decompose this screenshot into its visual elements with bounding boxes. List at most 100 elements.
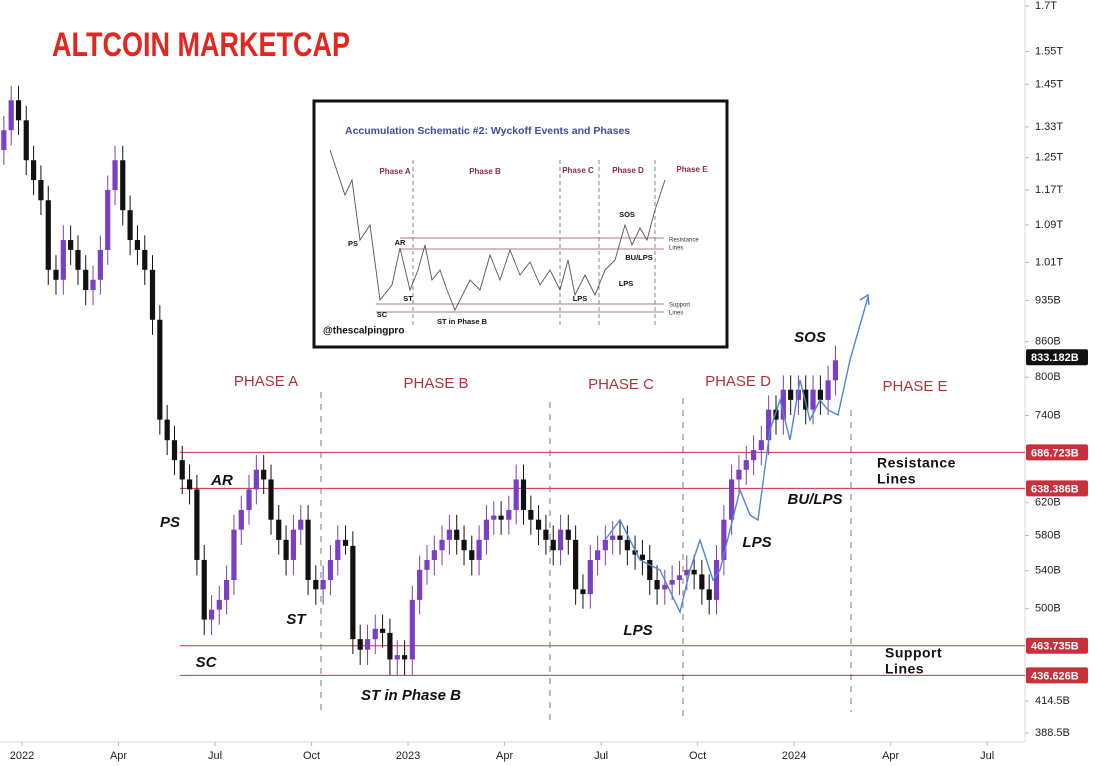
candle-body [238,509,244,530]
candle-body [654,579,660,590]
x-tick-label: Oct [689,750,706,762]
inset-event: ST [403,294,413,303]
inset-event: LPS [573,294,588,303]
candle-body [595,550,601,560]
candle-body [476,539,482,560]
inset-event: SC [377,310,388,319]
y-tick-label: 500B [1035,603,1061,615]
inset-schematic: Accumulation Schematic #2: Wyckoff Event… [312,99,729,349]
candle-body [53,269,59,280]
y-tick-label: 414.5B [1035,695,1070,707]
candle-body [290,529,297,560]
level-badge-label: 436.626B [1031,670,1079,682]
candle-body [201,559,207,620]
event-label: PS [160,514,180,531]
y-tick-label: 860B [1035,336,1061,348]
inset-phase: Phase C [562,166,594,175]
candle-body [276,519,282,540]
candle-body [224,579,230,600]
candle-body [149,269,156,320]
inset-phase: Phase A [379,167,410,176]
candle-body [387,632,393,660]
x-tick-label: Jul [208,750,222,762]
candle-body [610,535,616,540]
note-label: Support [885,645,942,661]
candle-body [461,539,467,551]
candle-body [587,559,593,595]
candle-body [439,539,445,551]
candle-body [469,550,475,560]
level-badge [1026,637,1088,654]
inset-levels [376,237,664,313]
candle-body [825,380,831,400]
inset-event: ST in Phase B [437,317,488,326]
last-price-label: 833.182B [1031,352,1079,364]
candle-body [120,160,126,211]
chart-title: ALTCOIN MARKETCAP [52,26,350,64]
candle-body [364,639,371,650]
phase-label: PHASE D [705,373,771,390]
candle-body [446,529,452,540]
candle-body [208,609,215,620]
y-tick-label: 935B [1035,294,1061,306]
event-label: ST [286,611,307,628]
candle-body [134,240,141,250]
candle-body [498,515,504,520]
event-label: SOS [794,329,826,346]
x-tick-label: Jul [980,750,994,762]
y-tick-label: 1.45T [1035,78,1063,90]
candle-body [401,655,408,660]
candle-body [766,409,772,441]
level-badge-label: 463.735B [1031,641,1079,653]
candle-body [320,579,326,590]
candle-body [535,519,542,530]
candle-body [68,240,74,250]
candle-body [758,440,764,451]
phase-label: PHASE A [234,373,298,390]
x-tick-label: Oct [303,750,320,762]
candle-body [803,389,809,410]
y-tick-label: 1.25T [1035,151,1063,163]
candle-body [142,249,148,270]
x-tick-label: 2022 [10,750,34,762]
candle-body [372,628,378,640]
y-tick-label: 740B [1035,410,1061,422]
x-tick-label: Apr [496,750,513,762]
note-label: Resistance [877,455,956,471]
candle-body [327,559,334,580]
inset-handle: @thescalpingpro [323,326,404,337]
candle-body [342,539,349,546]
candle-body [38,180,44,201]
candle-body [520,479,527,510]
candle-body [112,160,118,191]
candle-body [335,539,341,560]
y-tick-label: 580B [1035,529,1061,541]
candle-body [424,559,430,570]
candle-body [431,550,437,560]
candle-body [179,460,185,480]
candle-body [164,419,170,441]
candle-body [90,279,96,291]
x-tick-label: Apr [110,750,127,762]
y-tick-label: 1.7T [1035,0,1057,12]
x-tick-label: 2024 [782,750,806,762]
candle-body [298,519,304,530]
candle-body [699,574,705,590]
inset-event: AR [395,238,406,247]
inset-note: Resistance [669,238,699,244]
candle-body [743,460,749,470]
candles [1,85,839,675]
candle-body [379,628,386,633]
candle-body [186,479,193,490]
candle-body [773,409,779,420]
y-tick-label: 1.17T [1035,184,1063,196]
x-tick-label: Jul [594,750,608,762]
level-badge [1026,444,1088,461]
candle-body [721,519,727,560]
y-tick-label: 1.01T [1035,256,1063,268]
inset-path [329,149,666,312]
candle-body [728,479,735,520]
candle-body [780,389,786,420]
level-lines [180,451,1025,676]
